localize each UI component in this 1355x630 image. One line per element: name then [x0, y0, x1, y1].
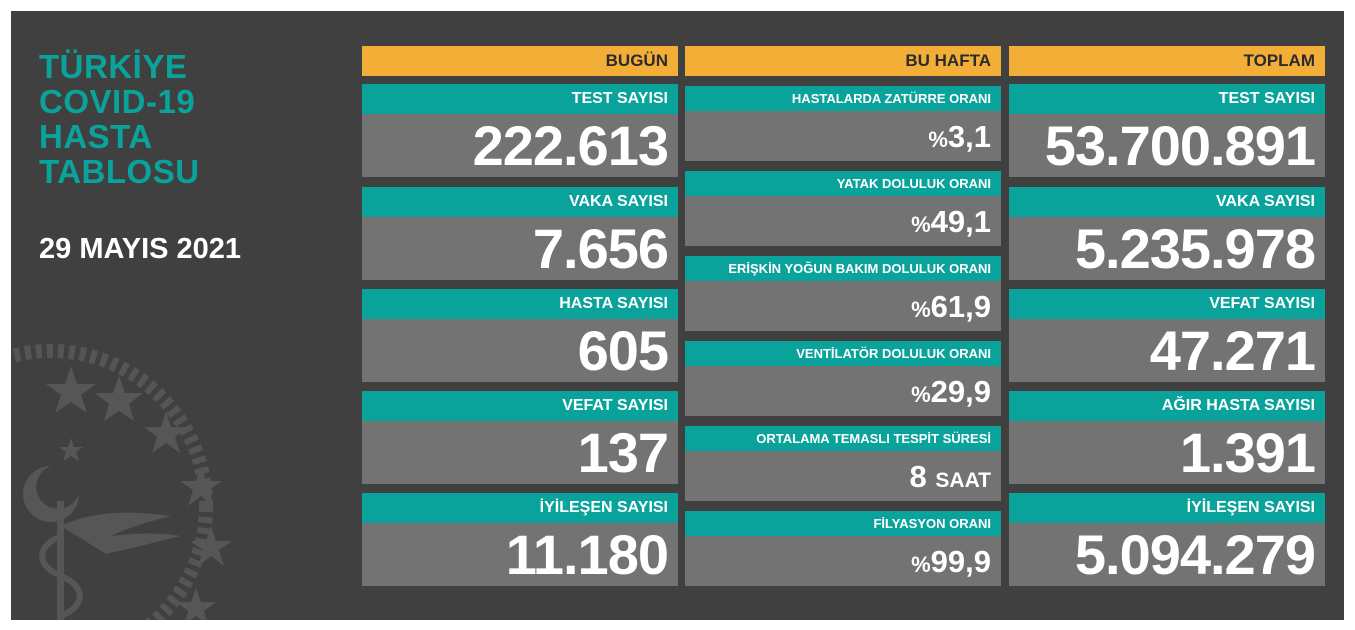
title-line-1: TÜRKİYE	[39, 48, 188, 85]
total-severe-card: AĞIR HASTA SAYISI 1.391	[1009, 391, 1325, 484]
total-case-card: VAKA SAYISI 5.235.978	[1009, 187, 1325, 280]
week-filiation-value: %99,9	[685, 536, 1001, 586]
percent-sign: %	[911, 552, 931, 577]
percent-sign: %	[911, 382, 931, 407]
total-death-value: 47.271	[1009, 319, 1325, 382]
today-patient-label: HASTA SAYISI	[362, 289, 678, 319]
week-header: BU HAFTA	[685, 46, 1001, 76]
covid-table-panel: TÜRKİYE COVID-19 HASTA TABLOSU 29 MAYIS …	[11, 11, 1344, 620]
week-ventilator-card: VENTİLATÖR DOLULUK ORANI %29,9	[685, 341, 1001, 416]
report-date: 29 MAYIS 2021	[39, 233, 242, 265]
week-contact-time-card: ORTALAMA TEMASLI TESPİT SÜRESİ 8 SAAT	[685, 426, 1001, 501]
today-header: BUGÜN	[362, 46, 678, 76]
health-ministry-emblem-icon	[11, 344, 232, 620]
week-ventilator-value: %29,9	[685, 366, 1001, 416]
today-death-label: VEFAT SAYISI	[362, 391, 678, 421]
week-pneumonia-number: 3,1	[947, 119, 991, 154]
week-pneumonia-card: HASTALARDA ZATÜRRE ORANI %3,1	[685, 86, 1001, 161]
today-column: BUGÜN TEST SAYISI 222.613 VAKA SAYISI 7.…	[362, 46, 678, 586]
week-contact-time-unit: SAAT	[935, 469, 991, 492]
week-icu-label: ERİŞKİN YOĞUN BAKIM DOLULUK ORANI	[685, 256, 1001, 281]
week-icu-number: 61,9	[930, 289, 991, 324]
total-death-label: VEFAT SAYISI	[1009, 289, 1325, 319]
total-test-label: TEST SAYISI	[1009, 84, 1325, 114]
week-filiation-number: 99,9	[930, 544, 991, 579]
total-recovered-label: İYİLEŞEN SAYISI	[1009, 493, 1325, 523]
total-recovered-value: 5.094.279	[1009, 523, 1325, 586]
total-case-label: VAKA SAYISI	[1009, 187, 1325, 217]
today-case-label: VAKA SAYISI	[362, 187, 678, 217]
week-pneumonia-value: %3,1	[685, 111, 1001, 161]
total-test-value: 53.700.891	[1009, 114, 1325, 177]
total-header: TOPLAM	[1009, 46, 1325, 76]
total-severe-label: AĞIR HASTA SAYISI	[1009, 391, 1325, 421]
today-recovered-label: İYİLEŞEN SAYISI	[362, 493, 678, 523]
week-pneumonia-label: HASTALARDA ZATÜRRE ORANI	[685, 86, 1001, 111]
total-test-card: TEST SAYISI 53.700.891	[1009, 84, 1325, 177]
week-column: BU HAFTA HASTALARDA ZATÜRRE ORANI %3,1 Y…	[685, 46, 1001, 586]
today-death-card: VEFAT SAYISI 137	[362, 391, 678, 484]
total-column: TOPLAM TEST SAYISI 53.700.891 VAKA SAYIS…	[1009, 46, 1325, 586]
today-test-value: 222.613	[362, 114, 678, 177]
page-title: TÜRKİYE COVID-19 HASTA TABLOSU	[39, 49, 200, 189]
today-death-value: 137	[362, 421, 678, 484]
week-contact-time-label: ORTALAMA TEMASLI TESPİT SÜRESİ	[685, 426, 1001, 451]
today-test-card: TEST SAYISI 222.613	[362, 84, 678, 177]
week-filiation-card: FİLYASYON ORANI %99,9	[685, 511, 1001, 586]
today-patient-value: 605	[362, 319, 678, 382]
week-bed-label: YATAK DOLULUK ORANI	[685, 171, 1001, 196]
title-line-2: COVID-19	[39, 83, 196, 120]
week-icu-card: ERİŞKİN YOĞUN BAKIM DOLULUK ORANI %61,9	[685, 256, 1001, 331]
today-test-label: TEST SAYISI	[362, 84, 678, 114]
today-recovered-value: 11.180	[362, 523, 678, 586]
today-case-card: VAKA SAYISI 7.656	[362, 187, 678, 280]
week-bed-value: %49,1	[685, 196, 1001, 246]
title-line-4: TABLOSU	[39, 153, 200, 190]
total-recovered-card: İYİLEŞEN SAYISI 5.094.279	[1009, 493, 1325, 586]
week-bed-number: 49,1	[930, 204, 991, 239]
week-filiation-label: FİLYASYON ORANI	[685, 511, 1001, 536]
title-line-3: HASTA	[39, 118, 153, 155]
week-ventilator-number: 29,9	[930, 374, 991, 409]
total-severe-value: 1.391	[1009, 421, 1325, 484]
week-contact-time-value: 8 SAAT	[685, 451, 1001, 501]
week-bed-card: YATAK DOLULUK ORANI %49,1	[685, 171, 1001, 246]
percent-sign: %	[911, 297, 931, 322]
today-patient-card: HASTA SAYISI 605	[362, 289, 678, 382]
percent-sign: %	[911, 212, 931, 237]
total-case-value: 5.235.978	[1009, 217, 1325, 280]
week-ventilator-label: VENTİLATÖR DOLULUK ORANI	[685, 341, 1001, 366]
today-case-value: 7.656	[362, 217, 678, 280]
total-death-card: VEFAT SAYISI 47.271	[1009, 289, 1325, 382]
today-recovered-card: İYİLEŞEN SAYISI 11.180	[362, 493, 678, 586]
percent-sign: %	[928, 127, 948, 152]
week-contact-time-number: 8	[909, 459, 927, 494]
week-icu-value: %61,9	[685, 281, 1001, 331]
